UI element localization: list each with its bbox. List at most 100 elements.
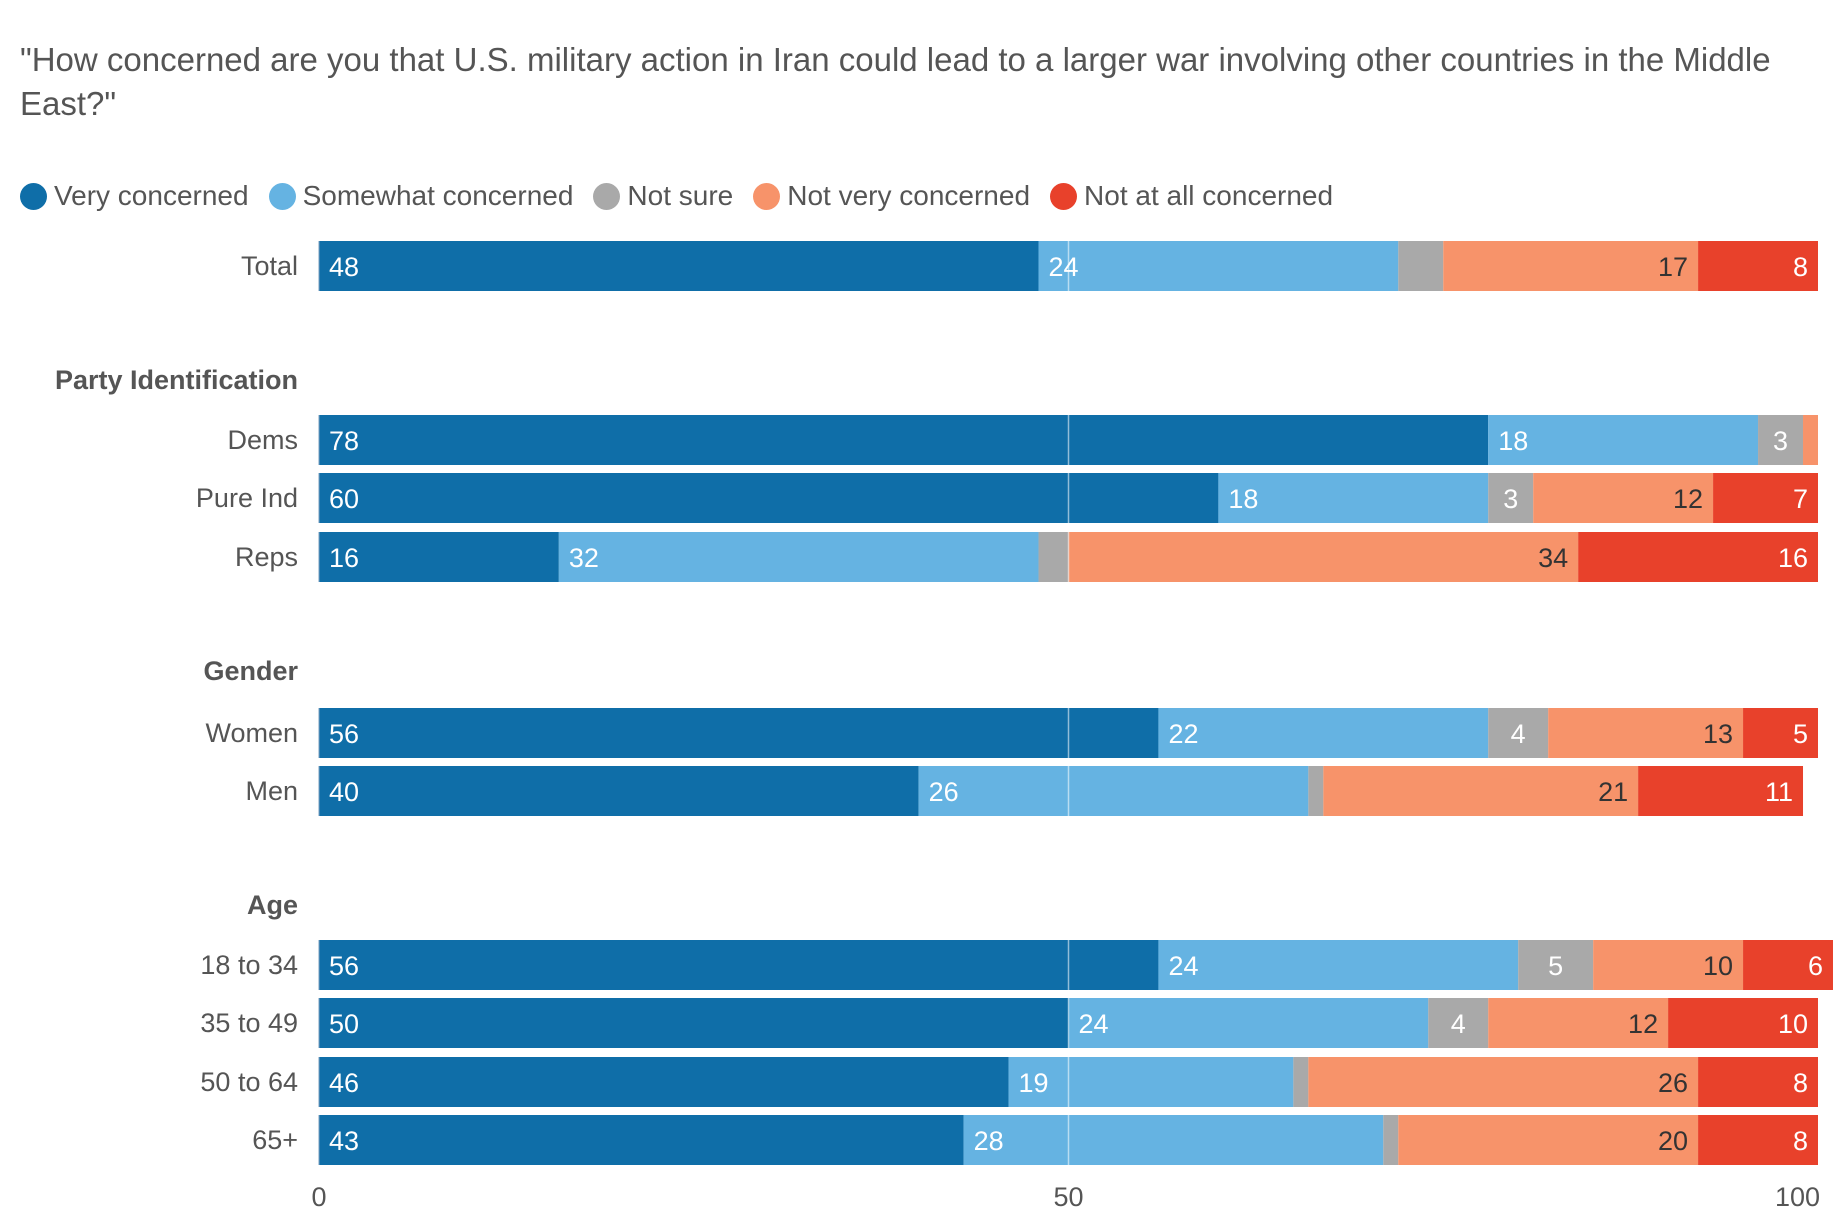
bar-segment-not-very-concerned[interactable] bbox=[1308, 1057, 1699, 1107]
bar-segment-not-sure[interactable] bbox=[1383, 1115, 1399, 1165]
bar-segment-very-concerned[interactable] bbox=[319, 241, 1039, 291]
bar-segment-not-at-all-concerned[interactable] bbox=[1713, 473, 1818, 523]
row-label: Pure Ind bbox=[196, 483, 298, 513]
bar-segment-somewhat-concerned[interactable] bbox=[963, 1115, 1384, 1165]
bar-segment-somewhat-concerned[interactable] bbox=[1038, 241, 1399, 291]
bar-segment-not-very-concerned[interactable] bbox=[1593, 940, 1744, 990]
value-label: 4 bbox=[1511, 719, 1526, 749]
bar-segment-not-sure[interactable] bbox=[1428, 998, 1489, 1048]
legend-item-not-at-all-concerned[interactable]: Not at all concerned bbox=[1050, 180, 1333, 212]
bar-segment-somewhat-concerned[interactable] bbox=[1068, 998, 1429, 1048]
legend-item-not-very-concerned[interactable]: Not very concerned bbox=[753, 180, 1030, 212]
value-label: 8 bbox=[1793, 1068, 1808, 1098]
bar-segment-not-at-all-concerned[interactable] bbox=[1578, 532, 1818, 582]
bar-segment-somewhat-concerned[interactable] bbox=[1158, 940, 1519, 990]
legend: Very concerned Somewhat concerned Not su… bbox=[20, 178, 1353, 214]
value-label: 56 bbox=[329, 951, 359, 981]
bar-segment-not-sure[interactable] bbox=[1488, 473, 1534, 523]
value-label: 46 bbox=[329, 1068, 359, 1098]
bar-segment-very-concerned[interactable] bbox=[319, 1115, 964, 1165]
bar-segment-not-sure[interactable] bbox=[1308, 766, 1324, 816]
bars-layer bbox=[318, 241, 1833, 1165]
bar-segment-very-concerned[interactable] bbox=[319, 532, 559, 582]
legend-dot-icon bbox=[593, 182, 621, 210]
value-label: 13 bbox=[1703, 719, 1733, 749]
value-label: 40 bbox=[329, 777, 359, 807]
bar-segment-not-very-concerned[interactable] bbox=[1068, 532, 1579, 582]
legend-label: Somewhat concerned bbox=[302, 180, 574, 211]
value-label: 5 bbox=[1793, 719, 1808, 749]
bar-segment-somewhat-concerned[interactable] bbox=[1218, 473, 1489, 523]
bar-segment-not-sure[interactable] bbox=[1518, 940, 1594, 990]
value-label: 3 bbox=[1503, 484, 1518, 514]
legend-label: Not sure bbox=[627, 180, 734, 211]
value-label: 26 bbox=[929, 777, 959, 807]
value-label: 12 bbox=[1628, 1009, 1658, 1039]
bar-segment-somewhat-concerned[interactable] bbox=[1008, 1057, 1294, 1107]
value-label: 16 bbox=[1778, 543, 1808, 573]
value-label: 17 bbox=[1658, 252, 1688, 282]
bar-segment-very-concerned[interactable] bbox=[319, 998, 1069, 1048]
value-label: 18 bbox=[1228, 484, 1258, 514]
bar-segment-very-concerned[interactable] bbox=[319, 766, 919, 816]
bar-segment-not-at-all-concerned[interactable] bbox=[1698, 1115, 1818, 1165]
bar-segment-not-very-concerned[interactable] bbox=[1488, 998, 1669, 1048]
bar-segment-not-very-concerned[interactable] bbox=[1398, 1115, 1699, 1165]
legend-item-somewhat-concerned[interactable]: Somewhat concerned bbox=[268, 180, 574, 212]
bar-segment-not-very-concerned[interactable] bbox=[1443, 241, 1699, 291]
bar-segment-very-concerned[interactable] bbox=[319, 1057, 1009, 1107]
bar-segment-not-at-all-concerned[interactable] bbox=[1668, 998, 1818, 1048]
bar-segment-not-sure[interactable] bbox=[1758, 415, 1804, 465]
legend-item-very-concerned[interactable]: Very concerned bbox=[20, 180, 249, 212]
bar-segment-very-concerned[interactable] bbox=[319, 473, 1219, 523]
bar-segment-somewhat-concerned[interactable] bbox=[918, 766, 1309, 816]
value-label: 19 bbox=[1019, 1068, 1049, 1098]
bar-segment-somewhat-concerned[interactable] bbox=[1158, 708, 1489, 758]
legend-dot-icon bbox=[268, 182, 296, 210]
value-label: 32 bbox=[569, 543, 599, 573]
value-label: 48 bbox=[329, 252, 359, 282]
row-label: Total bbox=[241, 251, 298, 281]
bar-segment-somewhat-concerned[interactable] bbox=[558, 532, 1039, 582]
bar-segment-not-at-all-concerned[interactable] bbox=[1698, 241, 1818, 291]
value-label: 7 bbox=[1793, 484, 1808, 514]
value-label: 8 bbox=[1793, 1126, 1808, 1156]
bar-segment-not-very-concerned[interactable] bbox=[1533, 473, 1714, 523]
legend-dot-icon bbox=[753, 182, 781, 210]
value-label: 10 bbox=[1778, 1009, 1808, 1039]
value-label: 11 bbox=[1765, 777, 1793, 807]
row-label: Men bbox=[245, 776, 298, 806]
value-label: 34 bbox=[1538, 543, 1568, 573]
legend-item-not-sure[interactable]: Not sure bbox=[593, 180, 733, 212]
bar-segment-not-at-all-concerned[interactable] bbox=[1743, 940, 1833, 990]
row-label: 50 to 64 bbox=[200, 1067, 298, 1097]
bar-segment-not-at-all-concerned[interactable] bbox=[1638, 766, 1804, 816]
value-label: 28 bbox=[974, 1126, 1004, 1156]
x-tick-label: 0 bbox=[311, 1182, 326, 1212]
bar-segment-very-concerned[interactable] bbox=[319, 708, 1159, 758]
bar-segment-not-at-all-concerned[interactable] bbox=[1698, 1057, 1818, 1107]
row-label: Women bbox=[205, 718, 298, 748]
value-label: 21 bbox=[1598, 777, 1628, 807]
row-label: 65+ bbox=[252, 1125, 298, 1155]
bar-segment-not-sure[interactable] bbox=[1038, 532, 1069, 582]
bar-segment-very-concerned[interactable] bbox=[319, 415, 1489, 465]
legend-label: Not very concerned bbox=[787, 180, 1031, 211]
x-axis: 0 50 100 bbox=[311, 1182, 1820, 1212]
value-label: 5 bbox=[1548, 951, 1563, 981]
bar-segment-not-very-concerned[interactable] bbox=[1323, 766, 1639, 816]
bar-segment-not-sure[interactable] bbox=[1488, 708, 1549, 758]
bar-segment-not-sure[interactable] bbox=[1398, 241, 1444, 291]
bar-segment-not-at-all-concerned[interactable] bbox=[1743, 708, 1818, 758]
bar-segment-not-very-concerned[interactable] bbox=[1548, 708, 1744, 758]
bar-segment-very-concerned[interactable] bbox=[319, 940, 1159, 990]
bar-segment-somewhat-concerned[interactable] bbox=[1488, 415, 1759, 465]
row-label: Reps bbox=[235, 542, 298, 572]
value-label: 24 bbox=[1168, 951, 1198, 981]
value-label: 4 bbox=[1451, 1009, 1466, 1039]
legend-dot-icon bbox=[1050, 182, 1078, 210]
bar-segment-not-sure[interactable] bbox=[1293, 1057, 1309, 1107]
group-heading: Party Identification bbox=[55, 365, 298, 395]
bar-segment-not-very-concerned[interactable] bbox=[1803, 415, 1818, 465]
